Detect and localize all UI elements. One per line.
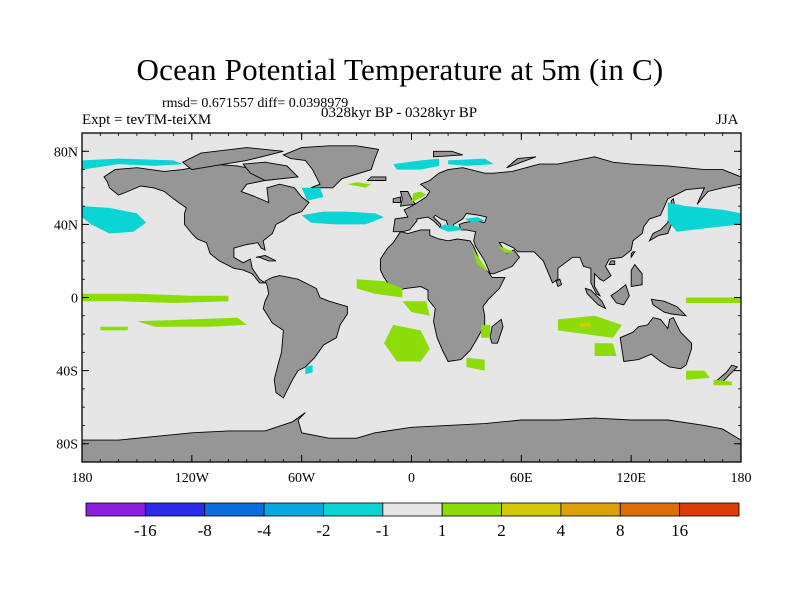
lon-tick-label: 0 [408,471,415,486]
landmass-taiwan [630,251,636,259]
anomaly-cool-south-atlantic-coast [305,365,313,375]
colorbar-box [501,502,562,517]
colorbar-box [619,502,681,517]
anomaly-patches-layer [82,158,741,386]
anomaly-warm-tasman-sea [686,370,710,380]
colorbar-label: 4 [557,521,566,540]
landmass-cuba [255,255,277,262]
anomaly-cool-labrador-sea [301,187,324,201]
lat-tick-label: 80N [54,145,78,160]
lat-tick-label: 0 [71,292,78,307]
landmass-new-guinea [650,298,688,317]
landmass-canadian-arctic-islands [181,147,284,171]
landmass-australia [619,316,693,370]
anomaly-warm-strong-indian [579,323,591,327]
statistics-text: rmsd= 0.671557 diff= 0.0398979 [162,96,349,111]
landmass-novaya-zemlya [506,156,537,169]
anomaly-cool-nordic-seas [393,158,439,170]
anomaly-warm-red-sea [471,248,489,272]
anomaly-warm-south-pacific-west [100,326,128,331]
colorbar-label: -8 [198,521,212,540]
anomaly-warm-equatorial-pacific [82,293,229,303]
landmass-greenland [282,145,380,189]
season-label: JJA [716,112,739,128]
colorbar: -16 -8 -4 -2 -1 1 2 4 8 16 [85,502,740,540]
lat-tick-label: 80S [56,438,78,453]
lon-tick-label: 120W [175,471,210,486]
anomaly-warm-west-pacific-equator [686,297,741,303]
anomaly-warm-indian-ocean [557,315,622,338]
colorbar-label: -16 [134,521,157,540]
landmass-antarctica [82,412,741,462]
anomaly-cool-north-pacific [82,206,147,234]
axis-ticks: 180 120W 60W 0 60E 120E 180 80N 40N 0 40S 80S [54,132,752,486]
landmass-philippines [630,263,643,288]
colorbar-label: -1 [376,521,390,540]
landmass-sumatra [584,287,607,310]
landmass-svalbard [433,150,463,158]
landmass-eurasia [392,156,741,297]
colorbar-label: 2 [497,521,506,540]
colorbar-box [323,502,384,517]
colorbar-box [441,502,502,517]
plot-title: Ocean Potential Temperature at 5m (in C) [136,52,664,87]
landmass-iceland [366,176,387,181]
lon-tick-label: 120E [616,471,646,486]
landmass-africa [379,229,506,362]
anomaly-warm-indian-ocean-tail [594,343,617,356]
anomaly-cool-arctic-alaska [82,158,183,170]
landmass-baffin-island [242,161,299,181]
anomaly-warm-north-sea [411,191,427,203]
lon-tick-label: 180 [72,471,93,486]
landmass-south-america [262,275,348,399]
colorbar-box [144,502,206,517]
anomaly-warm-persian-gulf [499,246,514,254]
period-label: 0328kyr BP - 0328kyr BP [321,105,478,121]
landmass-sri-lanka [555,278,563,288]
anomaly-warm-tropical-atlantic-east [356,279,403,298]
colorbar-box [382,502,443,517]
colorbar-box [85,502,146,517]
anomaly-warm-south-atlantic [384,324,430,362]
experiment-label: Expt = tevTM-teiXM [82,112,212,128]
anomaly-warm-south-pacific [136,317,247,327]
anomaly-cool-northwest-pacific [667,202,741,232]
landmass-north-america [103,163,310,284]
landmass-hainan [608,260,616,266]
lon-tick-label: 60W [288,471,316,486]
colorbar-box [263,502,324,517]
landmass-ireland [392,196,401,203]
anomaly-cool-north-atlantic [301,211,384,225]
anomaly-cool-black-sea [464,217,485,223]
lon-tick-label: 180 [731,471,752,486]
colorbar-box [204,502,265,517]
lat-tick-label: 40S [56,365,78,380]
colorbar-box [679,502,740,517]
anomaly-warm-gulf-of-guinea [402,301,430,316]
lat-tick-label: 40N [54,218,78,233]
anomaly-warm-south-african-coast [466,357,485,371]
anomaly-cool-barents-sea [448,158,494,166]
lon-tick-label: 60E [510,471,533,486]
colorbar-box [560,502,621,517]
colorbar-label: 16 [671,521,688,540]
anomaly-warm-iceland-south [347,182,372,188]
colorbar-label: 8 [616,521,625,540]
colorbar-label: -4 [257,521,272,540]
landmass-borneo [610,283,630,306]
anomaly-warm-mozambique-channel [481,324,491,338]
colorbar-label: 1 [438,521,447,540]
colorbar-label: -2 [316,521,330,540]
anomaly-warm-south-pacific-far [713,379,732,386]
anomaly-cool-mediterranean [439,224,463,232]
